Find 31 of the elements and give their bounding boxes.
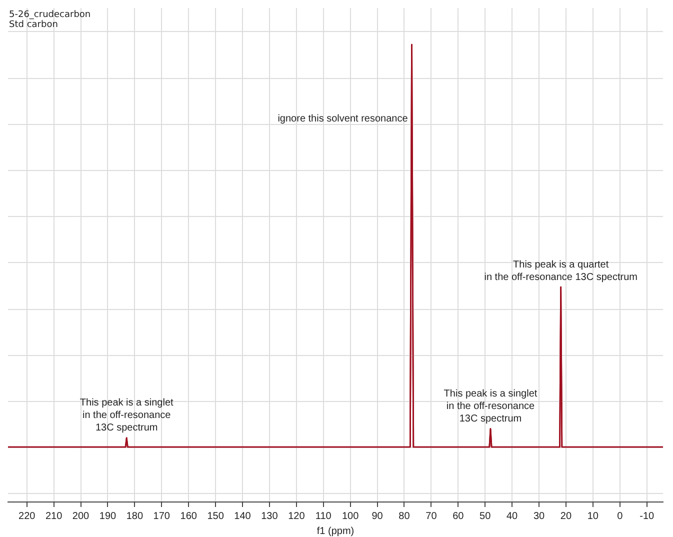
x-tick-label: 160 bbox=[180, 510, 198, 522]
annotation: This peak is a singlet in the off-resonance 13C spectrum bbox=[444, 388, 538, 425]
x-tick-label: -10 bbox=[640, 510, 654, 522]
x-tick-label: 70 bbox=[426, 510, 438, 522]
x-tick-label: 100 bbox=[342, 510, 360, 522]
x-tick-label: 170 bbox=[153, 510, 170, 522]
annotation: This peak is a singlet in the off-resonance 13C spectrum bbox=[80, 398, 174, 434]
chart-subtitle: Std carbon bbox=[9, 20, 58, 30]
x-tick-label: 80 bbox=[398, 510, 410, 522]
x-tick-label: 150 bbox=[207, 510, 224, 522]
x-tick-label: 20 bbox=[560, 510, 572, 522]
x-tick-label: 50 bbox=[480, 510, 492, 522]
x-axis-title: f1 (ppm) bbox=[316, 526, 354, 537]
annotation: ignore this solvent resonance bbox=[278, 113, 408, 124]
x-tick-label: 110 bbox=[315, 510, 332, 522]
x-tick-label: 10 bbox=[587, 510, 599, 522]
annotation: This peak is a quartet in the off-resonance 13C spectrum bbox=[484, 259, 638, 283]
x-tick-label: 190 bbox=[99, 510, 117, 522]
x-tick-label: 120 bbox=[288, 510, 306, 522]
x-tick-label: 40 bbox=[506, 510, 518, 522]
x-tick-label: 220 bbox=[18, 510, 36, 522]
x-tick-label: 130 bbox=[261, 510, 278, 522]
x-tick-label: 30 bbox=[533, 510, 546, 522]
x-tick-label: 200 bbox=[72, 510, 90, 522]
x-tick-label: 140 bbox=[234, 510, 252, 522]
x-tick-label: 90 bbox=[372, 510, 384, 522]
x-tick-label: 210 bbox=[45, 510, 63, 522]
chart-title: 5-26_crudecarbon bbox=[9, 10, 91, 20]
x-tick-label: 180 bbox=[126, 510, 144, 522]
x-tick-label: 0 bbox=[617, 510, 624, 522]
x-tick-label: 60 bbox=[452, 510, 464, 522]
